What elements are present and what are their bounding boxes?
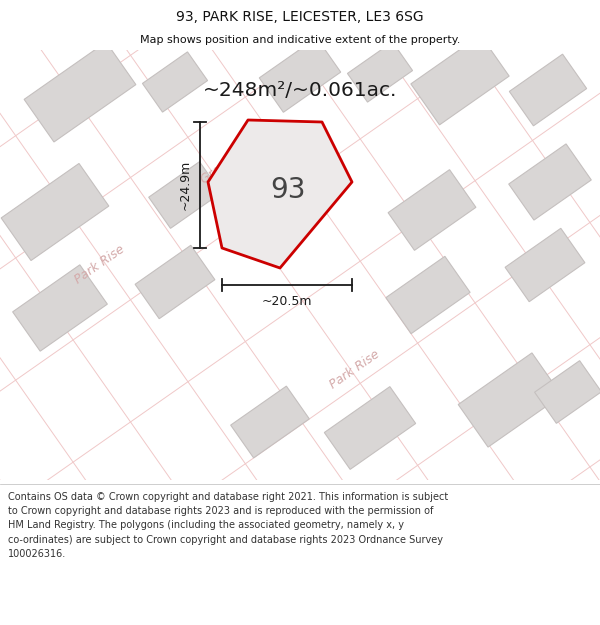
Polygon shape [505,228,585,302]
Polygon shape [411,35,509,125]
Text: Map shows position and indicative extent of the property.: Map shows position and indicative extent… [140,35,460,45]
Polygon shape [509,144,591,220]
Polygon shape [208,120,352,268]
Text: ~248m²/~0.061ac.: ~248m²/~0.061ac. [203,81,397,99]
Text: ~20.5m: ~20.5m [262,295,312,308]
Polygon shape [458,353,562,447]
Polygon shape [388,169,476,251]
Polygon shape [509,54,587,126]
Polygon shape [142,52,208,112]
Text: Green Walk: Green Walk [199,134,265,186]
Polygon shape [230,386,310,458]
Polygon shape [347,42,413,102]
Polygon shape [259,38,341,112]
Polygon shape [1,164,109,261]
Text: 93, PARK RISE, LEICESTER, LE3 6SG: 93, PARK RISE, LEICESTER, LE3 6SG [176,10,424,24]
Polygon shape [535,361,600,423]
Text: Park Rise: Park Rise [328,348,382,392]
Polygon shape [149,162,221,228]
Text: ~24.9m: ~24.9m [179,160,192,210]
Text: 93: 93 [270,176,306,204]
Polygon shape [13,265,107,351]
Text: Park Rise: Park Rise [73,243,127,287]
Polygon shape [135,245,215,319]
Text: Contains OS data © Crown copyright and database right 2021. This information is : Contains OS data © Crown copyright and d… [8,492,448,559]
Polygon shape [386,256,470,334]
Polygon shape [24,42,136,142]
Polygon shape [325,387,416,469]
